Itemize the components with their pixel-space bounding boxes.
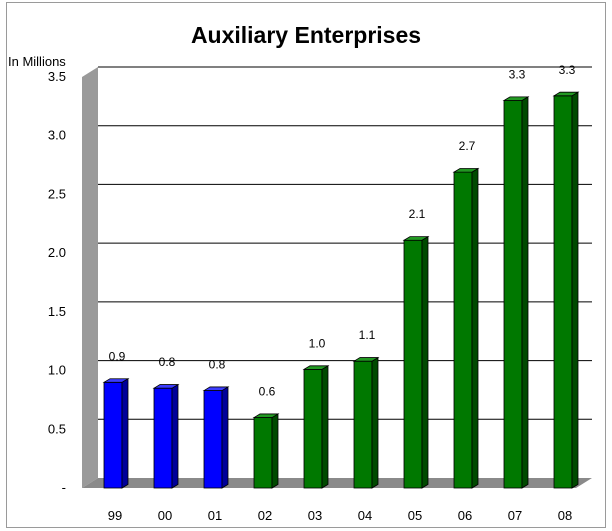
data-label: 2.7 — [459, 139, 476, 153]
bar-top — [452, 168, 480, 173]
bar-top — [552, 91, 580, 97]
left-wall — [82, 67, 98, 488]
bar-side — [321, 365, 329, 489]
y-axis-label: In Millions — [8, 54, 66, 69]
bar-top — [302, 365, 330, 370]
bar — [403, 239, 423, 489]
y-tick-label: - — [62, 480, 66, 495]
x-tick-label: 07 — [508, 508, 522, 523]
x-tick-label: 05 — [408, 508, 422, 523]
y-tick-label: 2.5 — [48, 186, 66, 201]
bar-side — [471, 167, 479, 489]
y-tick-label: 0.5 — [48, 421, 66, 436]
y-tick-label: 3.0 — [48, 128, 66, 143]
bar-side — [221, 386, 229, 489]
x-tick-label: 03 — [308, 508, 322, 523]
data-label: 2.1 — [409, 207, 426, 221]
bar-side — [571, 91, 579, 489]
data-label: 3.3 — [509, 67, 526, 81]
y-tick-label: 1.0 — [48, 363, 66, 378]
data-label: 0.8 — [159, 355, 176, 369]
chart-title: Auxiliary Enterprises — [190, 22, 422, 48]
x-tick-label: 06 — [458, 508, 472, 523]
x-tick-label: 02 — [258, 508, 272, 523]
bar-side — [171, 383, 179, 489]
bar-side — [121, 378, 129, 489]
chart-frame — [6, 2, 606, 528]
bar — [203, 390, 223, 489]
x-tick-label: 04 — [358, 508, 372, 523]
bar-top — [252, 413, 280, 418]
x-tick-label: 08 — [558, 508, 572, 523]
y-tick-label: 2.0 — [48, 245, 66, 260]
data-label: 0.9 — [109, 349, 126, 363]
data-label: 3.3 — [559, 63, 576, 77]
x-tick-label: 99 — [108, 508, 122, 523]
y-tick-label: 1.5 — [48, 304, 66, 319]
bar-side — [371, 356, 379, 489]
bar — [453, 171, 473, 489]
bar — [353, 360, 373, 489]
data-label: 1.1 — [359, 328, 376, 342]
bar-top — [202, 386, 230, 391]
bar-side — [521, 96, 529, 489]
bar-top — [152, 384, 180, 389]
bar — [103, 381, 123, 489]
data-label: 0.6 — [259, 385, 276, 399]
data-label: 0.8 — [209, 358, 226, 372]
bar-top — [502, 96, 530, 101]
bar-top — [102, 378, 130, 383]
bar-top — [402, 236, 430, 241]
bar-side — [421, 235, 429, 489]
bar — [553, 95, 573, 489]
bar — [153, 387, 173, 489]
bar — [303, 368, 323, 489]
bar — [253, 417, 273, 489]
bar-side — [271, 413, 279, 489]
bar-top — [352, 357, 380, 362]
data-label: 1.0 — [309, 336, 326, 350]
y-tick-label: 3.5 — [48, 69, 66, 84]
x-tick-label: 01 — [208, 508, 222, 523]
bar — [503, 100, 523, 489]
x-tick-label: 00 — [158, 508, 172, 523]
